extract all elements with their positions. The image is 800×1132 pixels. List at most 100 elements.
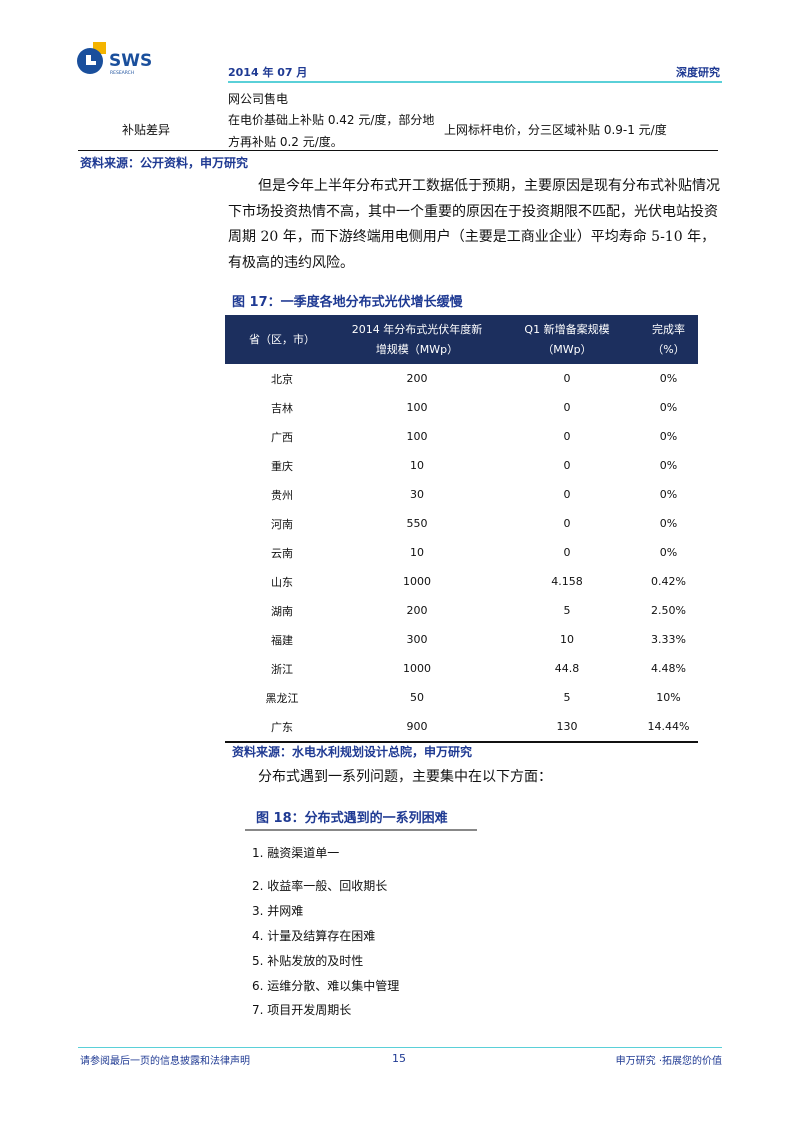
table-cell: 1000	[403, 662, 431, 675]
body-paragraph: 分布式遇到一系列问题，主要集中在以下方面：	[258, 769, 552, 785]
table-cell: 5	[563, 604, 571, 617]
figure-divider	[245, 829, 477, 831]
table-cell: 10%	[656, 691, 681, 704]
table-cell: 30	[410, 488, 424, 501]
table-cell: 3.33%	[651, 633, 686, 646]
table-cell: 550	[406, 517, 428, 530]
table-cell: 0	[563, 488, 571, 501]
table-cell: 0	[563, 401, 571, 414]
table-cell: 300	[406, 633, 428, 646]
table-cell: 0%	[659, 546, 678, 559]
table-row: 云南 10 0 0%	[225, 538, 698, 567]
table-cell: 5	[563, 691, 571, 704]
source-note: 资料来源：水电水利规划设计总院，申万研究	[232, 745, 473, 759]
list-item: 6. 运维分散、难以集中管理	[252, 979, 400, 993]
table-cell: 900	[339, 712, 495, 743]
table-cell: 4.48%	[651, 662, 686, 675]
body-paragraph: 但是今年上半年分布式开工数据低于预期，主要原因是现有分布式补贴情况下市场投资热情…	[228, 178, 720, 271]
page-number: 15	[392, 1052, 406, 1065]
column-header: 完成率（%）	[639, 315, 698, 364]
report-date: 2014 年 07 月	[228, 66, 308, 79]
table-cell: 10	[560, 633, 574, 646]
table-cell: 浙江	[271, 662, 293, 676]
source-note: 资料来源：公开资料，申万研究	[80, 156, 249, 170]
table-cell: 0.42%	[651, 575, 686, 588]
table-cell: 100	[406, 401, 428, 414]
table-cell: 云南	[271, 546, 293, 560]
table-cell: 0	[563, 546, 571, 559]
table-row: 山东 1000 4.158 0.42%	[225, 567, 698, 596]
table-cell: 130	[495, 712, 639, 743]
table-cell: 0	[563, 517, 571, 530]
table-row: 吉林 100 0 0%	[225, 393, 698, 422]
table-cell: 0	[563, 459, 571, 472]
table-bottom-border	[78, 150, 718, 151]
table-cell: 10	[410, 459, 424, 472]
top-table-cell: 网公司售电	[228, 92, 289, 106]
table-cell: 0%	[659, 430, 678, 443]
list-item: 4. 计量及结算存在困难	[252, 929, 376, 943]
table-cell: 广西	[271, 430, 293, 444]
table-cell: 0%	[659, 517, 678, 530]
table-cell: 北京	[271, 372, 293, 386]
list-item: 5. 补贴发放的及时性	[252, 954, 364, 968]
table-row: 广东 900 130 14.44%	[225, 712, 698, 743]
list-item: 7. 项目开发周期长	[252, 1003, 352, 1017]
table-row: 北京 200 0 0%	[225, 364, 698, 393]
table-cell: 0%	[659, 459, 678, 472]
table-cell: 50	[410, 691, 424, 704]
list-item: 1. 融资渠道单一	[252, 846, 340, 860]
table-cell: 0%	[659, 372, 678, 385]
table-cell: 贵州	[271, 488, 293, 502]
table-cell: 2.50%	[651, 604, 686, 617]
table-cell: 湖南	[271, 604, 293, 618]
table-cell: 4.158	[551, 575, 583, 588]
table-cell: 福建	[271, 633, 293, 647]
data-table: 省（区，市） 2014 年分布式光伏年度新增规模（MWp） Q1 新增备案规模（…	[225, 315, 698, 743]
report-category: 深度研究	[676, 66, 720, 79]
figure-title: 图 17：一季度各地分布式光伏增长缓慢	[232, 295, 463, 310]
table-row: 福建 300 10 3.33%	[225, 625, 698, 654]
table-cell: 10	[410, 546, 424, 559]
table-row: 河南 550 0 0%	[225, 509, 698, 538]
table-row: 湖南 200 5 2.50%	[225, 596, 698, 625]
table-header-row: 省（区，市） 2014 年分布式光伏年度新增规模（MWp） Q1 新增备案规模（…	[225, 315, 698, 364]
top-table-cell: 在电价基础上补贴 0.42 元/度，部分地	[228, 113, 435, 127]
table-cell: 山东	[271, 575, 293, 589]
table-row: 黑龙江 50 5 10%	[225, 683, 698, 712]
table-cell: 河南	[271, 517, 293, 531]
footer-divider	[78, 1047, 722, 1048]
table-row: 广西 100 0 0%	[225, 422, 698, 451]
footer-disclaimer: 请参阅最后一页的信息披露和法律声明	[80, 1056, 250, 1067]
footer-slogan: 申万研究 ·拓展您的价值	[615, 1056, 722, 1067]
table-cell: 1000	[403, 575, 431, 588]
table-cell: 0	[563, 430, 571, 443]
table-cell: 广东	[225, 712, 339, 743]
table-cell: 0%	[659, 401, 678, 414]
table-row: 重庆 10 0 0%	[225, 451, 698, 480]
table-row: 浙江 1000 44.8 4.48%	[225, 654, 698, 683]
header-divider	[228, 81, 722, 83]
figure-title: 图 18：分布式遇到的一系列困难	[256, 811, 448, 826]
table-cell: 44.8	[554, 662, 580, 675]
table-cell: 0	[563, 372, 571, 385]
table-cell: 黑龙江	[265, 691, 299, 705]
top-table-cell: 方再补贴 0.2 元/度。	[228, 135, 343, 149]
table-cell: 200	[406, 372, 428, 385]
column-header: 2014 年分布式光伏年度新增规模（MWp）	[339, 315, 495, 364]
table-cell: 0%	[659, 488, 678, 501]
top-table-cell: 上网标杆电价，分三区域补贴 0.9-1 元/度	[444, 123, 667, 137]
table-cell: 吉林	[271, 401, 293, 415]
table-cell: 100	[406, 430, 428, 443]
table-cell: 14.44%	[639, 712, 698, 743]
sws-logo: SWS RESEARCH	[76, 42, 158, 78]
svg-text:SWS: SWS	[109, 51, 152, 71]
svg-text:RESEARCH: RESEARCH	[110, 70, 134, 76]
table-cell: 200	[406, 604, 428, 617]
list-item: 3. 并网难	[252, 904, 304, 918]
list-item: 2. 收益率一般、回收期长	[252, 879, 388, 893]
column-header: 省（区，市）	[225, 315, 339, 364]
table-cell: 重庆	[271, 459, 293, 473]
table-row: 贵州 30 0 0%	[225, 480, 698, 509]
